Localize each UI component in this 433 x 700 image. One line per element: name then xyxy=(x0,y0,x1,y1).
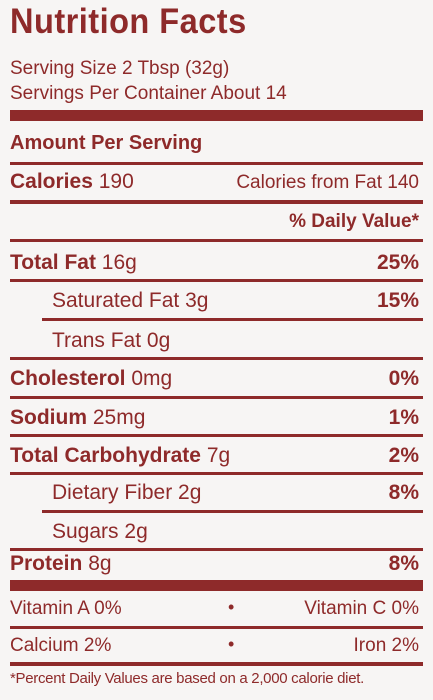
vitamin-c: Vitamin C 0% xyxy=(304,598,419,619)
nutrient-amount: 16g xyxy=(101,251,137,274)
serving-size: Serving Size 2 Tbsp (32g) xyxy=(10,58,230,79)
nutrient-dv: 25% xyxy=(376,251,419,274)
calories-label: Calories xyxy=(10,170,93,193)
calories-from-fat: Calories from Fat 140 xyxy=(236,172,419,193)
nutrient-amount: 2g xyxy=(124,520,148,543)
nutrient-amount: 8g xyxy=(88,552,112,575)
nutrient-amount: 0g xyxy=(146,329,171,352)
bullet-separator: • xyxy=(228,634,235,654)
footnote: *Percent Daily Values are based on a 2,0… xyxy=(10,670,364,687)
calories-row: Calories 190 Calories from Fat 140 xyxy=(10,168,423,196)
calories-value: 190 xyxy=(98,170,134,193)
thick-rule-bottom xyxy=(10,580,423,591)
row-rule xyxy=(10,279,423,282)
nutrient-amount: 2g xyxy=(178,481,202,504)
amount-per-serving: Amount Per Serving xyxy=(10,132,203,154)
row-rule xyxy=(10,434,423,437)
nutrient-row-cholesterol: Cholesterol 0mg 0% xyxy=(10,365,423,393)
rule-dv xyxy=(10,239,423,242)
nutrient-row-total-carbohydrate: Total Carbohydrate 7g 2% xyxy=(10,442,423,470)
nutrient-label: Sugars xyxy=(52,520,119,543)
rule-amount xyxy=(10,162,423,165)
calcium: Calcium 2% xyxy=(10,635,112,656)
nutrient-amount: 25mg xyxy=(92,406,146,429)
nutrient-row-dietary-fiber: Dietary Fiber 2g 8% xyxy=(10,479,423,507)
row-rule xyxy=(42,510,423,513)
nutrient-amount: 3g xyxy=(185,289,209,312)
nutrient-amount: 0mg xyxy=(131,367,173,390)
nutrient-amount: 7g xyxy=(206,444,231,467)
nutrient-label: Total Fat xyxy=(10,251,96,274)
nutrient-dv: 0% xyxy=(388,367,419,390)
daily-value-header: % Daily Value* xyxy=(289,211,419,232)
servings-per-container: Servings Per Container About 14 xyxy=(10,83,287,104)
label-title: Nutrition Facts xyxy=(10,2,247,41)
nutrient-dv: 1% xyxy=(388,406,419,429)
nutrient-label: Saturated Fat xyxy=(52,289,180,312)
nutrient-row-sugars: Sugars 2g xyxy=(10,518,423,546)
row-rule xyxy=(10,548,423,551)
iron: Iron 2% xyxy=(353,635,419,656)
vitamin-row-2: Calcium 2% • Iron 2% xyxy=(10,631,423,659)
medium-rule xyxy=(10,200,423,204)
nutrient-dv: 15% xyxy=(376,289,419,312)
vitamin-row-1: Vitamin A 0% • Vitamin C 0% xyxy=(10,594,423,622)
nutrient-label: Sodium xyxy=(10,406,87,429)
nutrient-label: Trans Fat xyxy=(52,329,142,352)
bullet-separator: • xyxy=(228,597,235,617)
row-rule xyxy=(10,472,423,475)
nutrient-dv: 8% xyxy=(388,481,419,504)
nutrient-row-saturated-fat: Saturated Fat 3g 15% xyxy=(10,287,423,315)
nutrient-label: Cholesterol xyxy=(10,367,126,390)
row-rule xyxy=(10,357,423,360)
nutrient-dv: 2% xyxy=(388,444,419,467)
nutrient-row-protein: Protein 8g 8% xyxy=(10,550,423,578)
nutrient-label: Dietary Fiber xyxy=(52,481,173,504)
vitamin-a: Vitamin A 0% xyxy=(10,598,122,619)
nutrient-label: Protein xyxy=(10,552,83,575)
row-rule xyxy=(10,626,423,629)
nutrient-dv: 8% xyxy=(388,552,419,575)
nutrient-row-total-fat: Total Fat 16g 25% xyxy=(10,249,423,277)
nutrient-label: Total Carbohydrate xyxy=(10,444,201,467)
daily-value-header-row: % Daily Value* xyxy=(10,207,423,235)
nutrient-row-trans-fat: Trans Fat 0g xyxy=(10,327,423,355)
row-rule xyxy=(10,396,423,399)
nutrient-row-sodium: Sodium 25mg 1% xyxy=(10,404,423,432)
thick-rule-top xyxy=(10,110,423,121)
row-rule xyxy=(42,318,423,321)
footnote-rule xyxy=(10,662,423,666)
